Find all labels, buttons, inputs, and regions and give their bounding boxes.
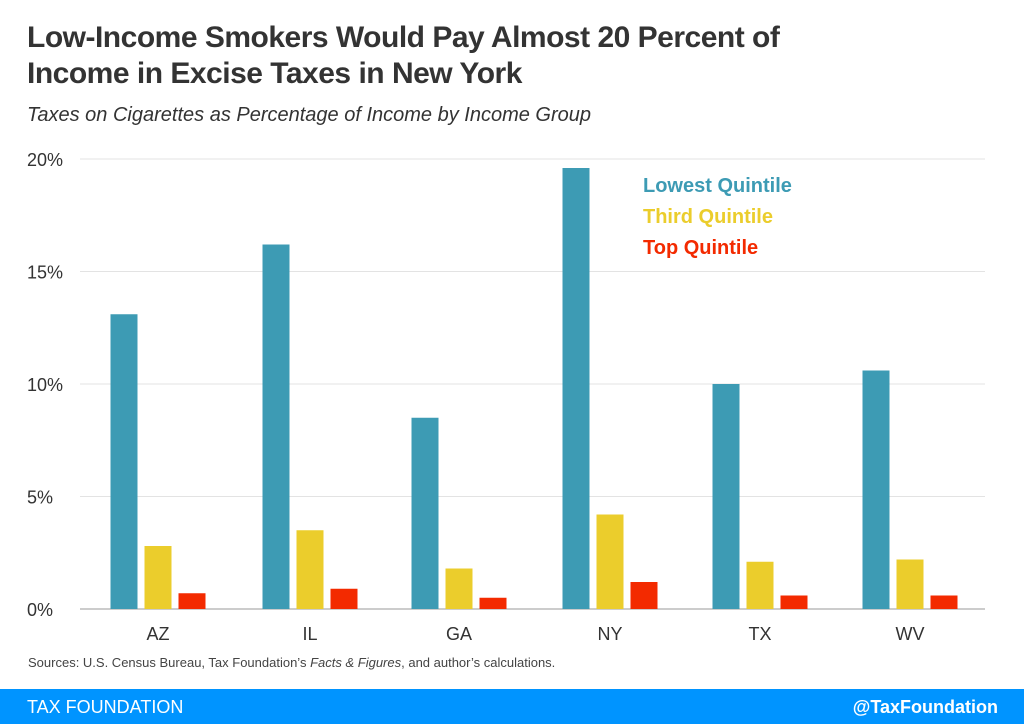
bar-ny-1: [596, 514, 624, 609]
chart-subtitle: Taxes on Cigarettes as Percentage of Inc…: [27, 104, 592, 126]
source-note: Sources: U.S. Census Bureau, Tax Foundat…: [28, 655, 555, 670]
footer-brand: TAX FOUNDATION: [27, 697, 184, 717]
bar-az-0: [110, 314, 138, 609]
legend-item: Top Quintile: [643, 237, 758, 259]
footer-bar: TAX FOUNDATION @TaxFoundation: [0, 689, 1024, 724]
bar-wv-0: [862, 370, 890, 609]
x-tick-label: NY: [597, 624, 622, 644]
x-tick-label: TX: [748, 624, 771, 644]
bar-az-1: [144, 546, 172, 609]
bar-il-0: [262, 244, 290, 609]
legend-item: Lowest Quintile: [643, 175, 792, 197]
bar-il-1: [296, 530, 324, 609]
bar-wv-2: [930, 595, 958, 609]
y-tick-label: 0%: [27, 600, 53, 620]
y-tick-label: 15%: [27, 263, 63, 283]
y-tick-label: 10%: [27, 375, 63, 395]
bar-chart: 0% 5% 10% 15% 20% AZ IL GA NY TX WV Lowest Quintile…: [27, 150, 985, 644]
bar-az-2: [178, 593, 206, 609]
source-italic: Facts & Figures: [310, 655, 402, 670]
bar-ny-0: [562, 168, 590, 609]
x-tick-label: GA: [446, 624, 472, 644]
bar-tx-1: [746, 561, 774, 609]
x-tick-label: WV: [896, 624, 925, 644]
source-suffix: , and author’s calculations.: [401, 655, 556, 670]
y-tick-label: 5%: [27, 488, 53, 508]
bar-ga-1: [445, 568, 473, 609]
bar-wv-1: [896, 559, 924, 609]
y-tick-label: 20%: [27, 150, 63, 170]
bar-ny-2: [630, 582, 658, 609]
bar-ga-0: [411, 417, 439, 609]
source-prefix: Sources: U.S. Census Bureau, Tax Foundat…: [28, 655, 311, 670]
x-tick-label: AZ: [146, 624, 169, 644]
x-tick-label: IL: [302, 624, 317, 644]
bar-ga-2: [479, 597, 507, 609]
bar-tx-0: [712, 384, 740, 609]
chart-title: Low-Income Smokers Would Pay Almost 20 P…: [27, 20, 927, 92]
title-line-2: Income in Excise Taxes in New York: [27, 57, 522, 90]
title-line-1: Low-Income Smokers Would Pay Almost 20 P…: [27, 21, 780, 54]
bar-tx-2: [780, 595, 808, 609]
legend-item: Third Quintile: [643, 206, 773, 228]
bar-il-2: [330, 588, 358, 609]
footer-handle[interactable]: @TaxFoundation: [852, 697, 998, 717]
